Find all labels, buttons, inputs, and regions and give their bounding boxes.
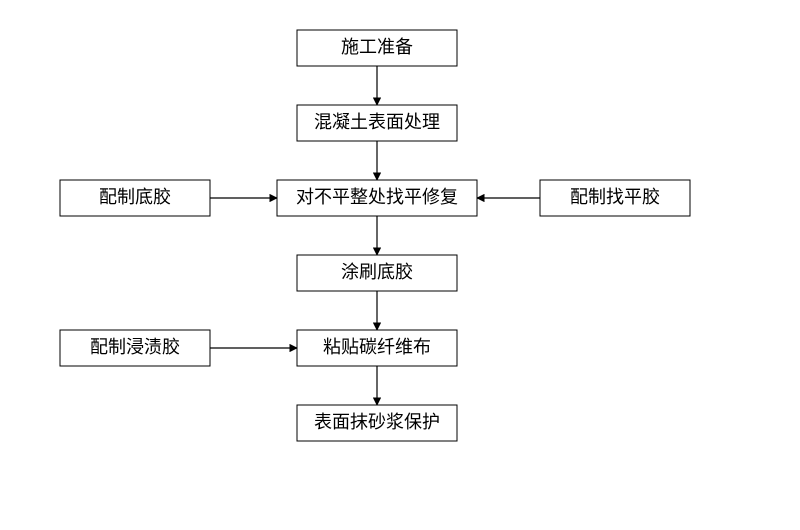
node-label: 混凝土表面处理 xyxy=(314,112,440,132)
node-label: 对不平整处找平修复 xyxy=(296,187,458,207)
nodes-layer: 施工准备混凝土表面处理对不平整处找平修复涂刷底胶粘贴碳纤维布表面抹砂浆保护 配制底… xyxy=(60,30,690,441)
node-label: 配制找平胶 xyxy=(570,187,660,207)
node-label: 配制浸渍胶 xyxy=(90,337,180,357)
flow-node-s3: 配制浸渍胶 xyxy=(60,330,210,366)
flow-node-n1: 施工准备 xyxy=(297,30,457,66)
node-label: 涂刷底胶 xyxy=(341,262,413,282)
flowchart-canvas: 施工准备混凝土表面处理对不平整处找平修复涂刷底胶粘贴碳纤维布表面抹砂浆保护 配制底… xyxy=(0,0,800,530)
flow-node-n5: 粘贴碳纤维布 xyxy=(297,330,457,366)
node-label: 配制底胶 xyxy=(99,187,171,207)
flow-node-n2: 混凝土表面处理 xyxy=(297,105,457,141)
flow-node-s1: 配制底胶 xyxy=(60,180,210,216)
node-label: 施工准备 xyxy=(341,37,413,57)
node-label: 粘贴碳纤维布 xyxy=(323,337,431,357)
flow-node-n4: 涂刷底胶 xyxy=(297,255,457,291)
flow-node-n6: 表面抹砂浆保护 xyxy=(297,405,457,441)
flow-node-s2: 配制找平胶 xyxy=(540,180,690,216)
flow-node-n3: 对不平整处找平修复 xyxy=(277,180,477,216)
node-label: 表面抹砂浆保护 xyxy=(314,412,440,432)
